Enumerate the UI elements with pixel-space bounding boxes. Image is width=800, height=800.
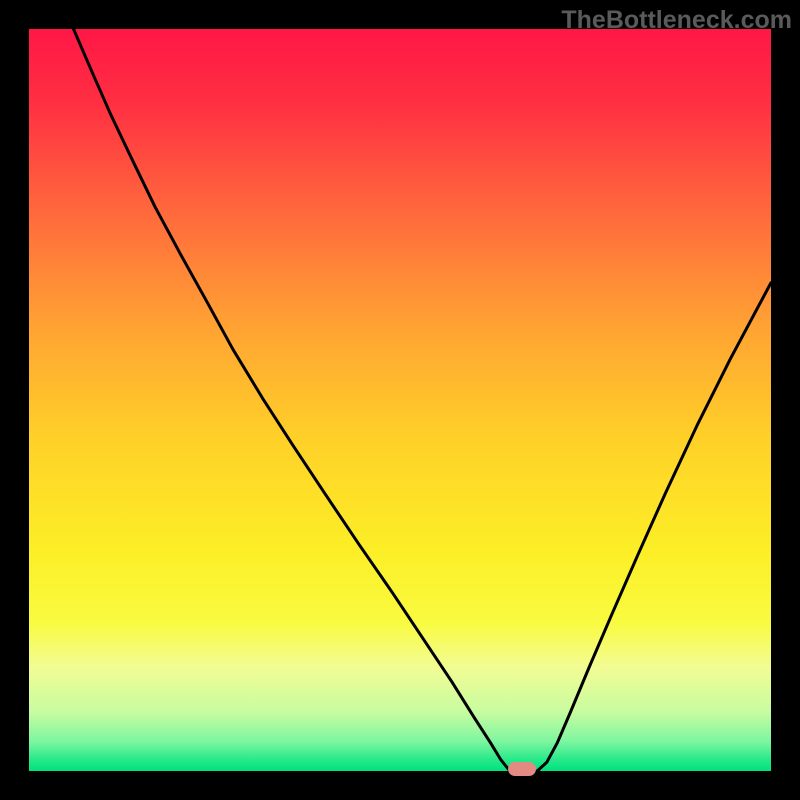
chart-root: TheBottleneck.com xyxy=(0,0,800,800)
watermark-label: TheBottleneck.com xyxy=(561,6,792,35)
plot-area xyxy=(29,29,771,771)
